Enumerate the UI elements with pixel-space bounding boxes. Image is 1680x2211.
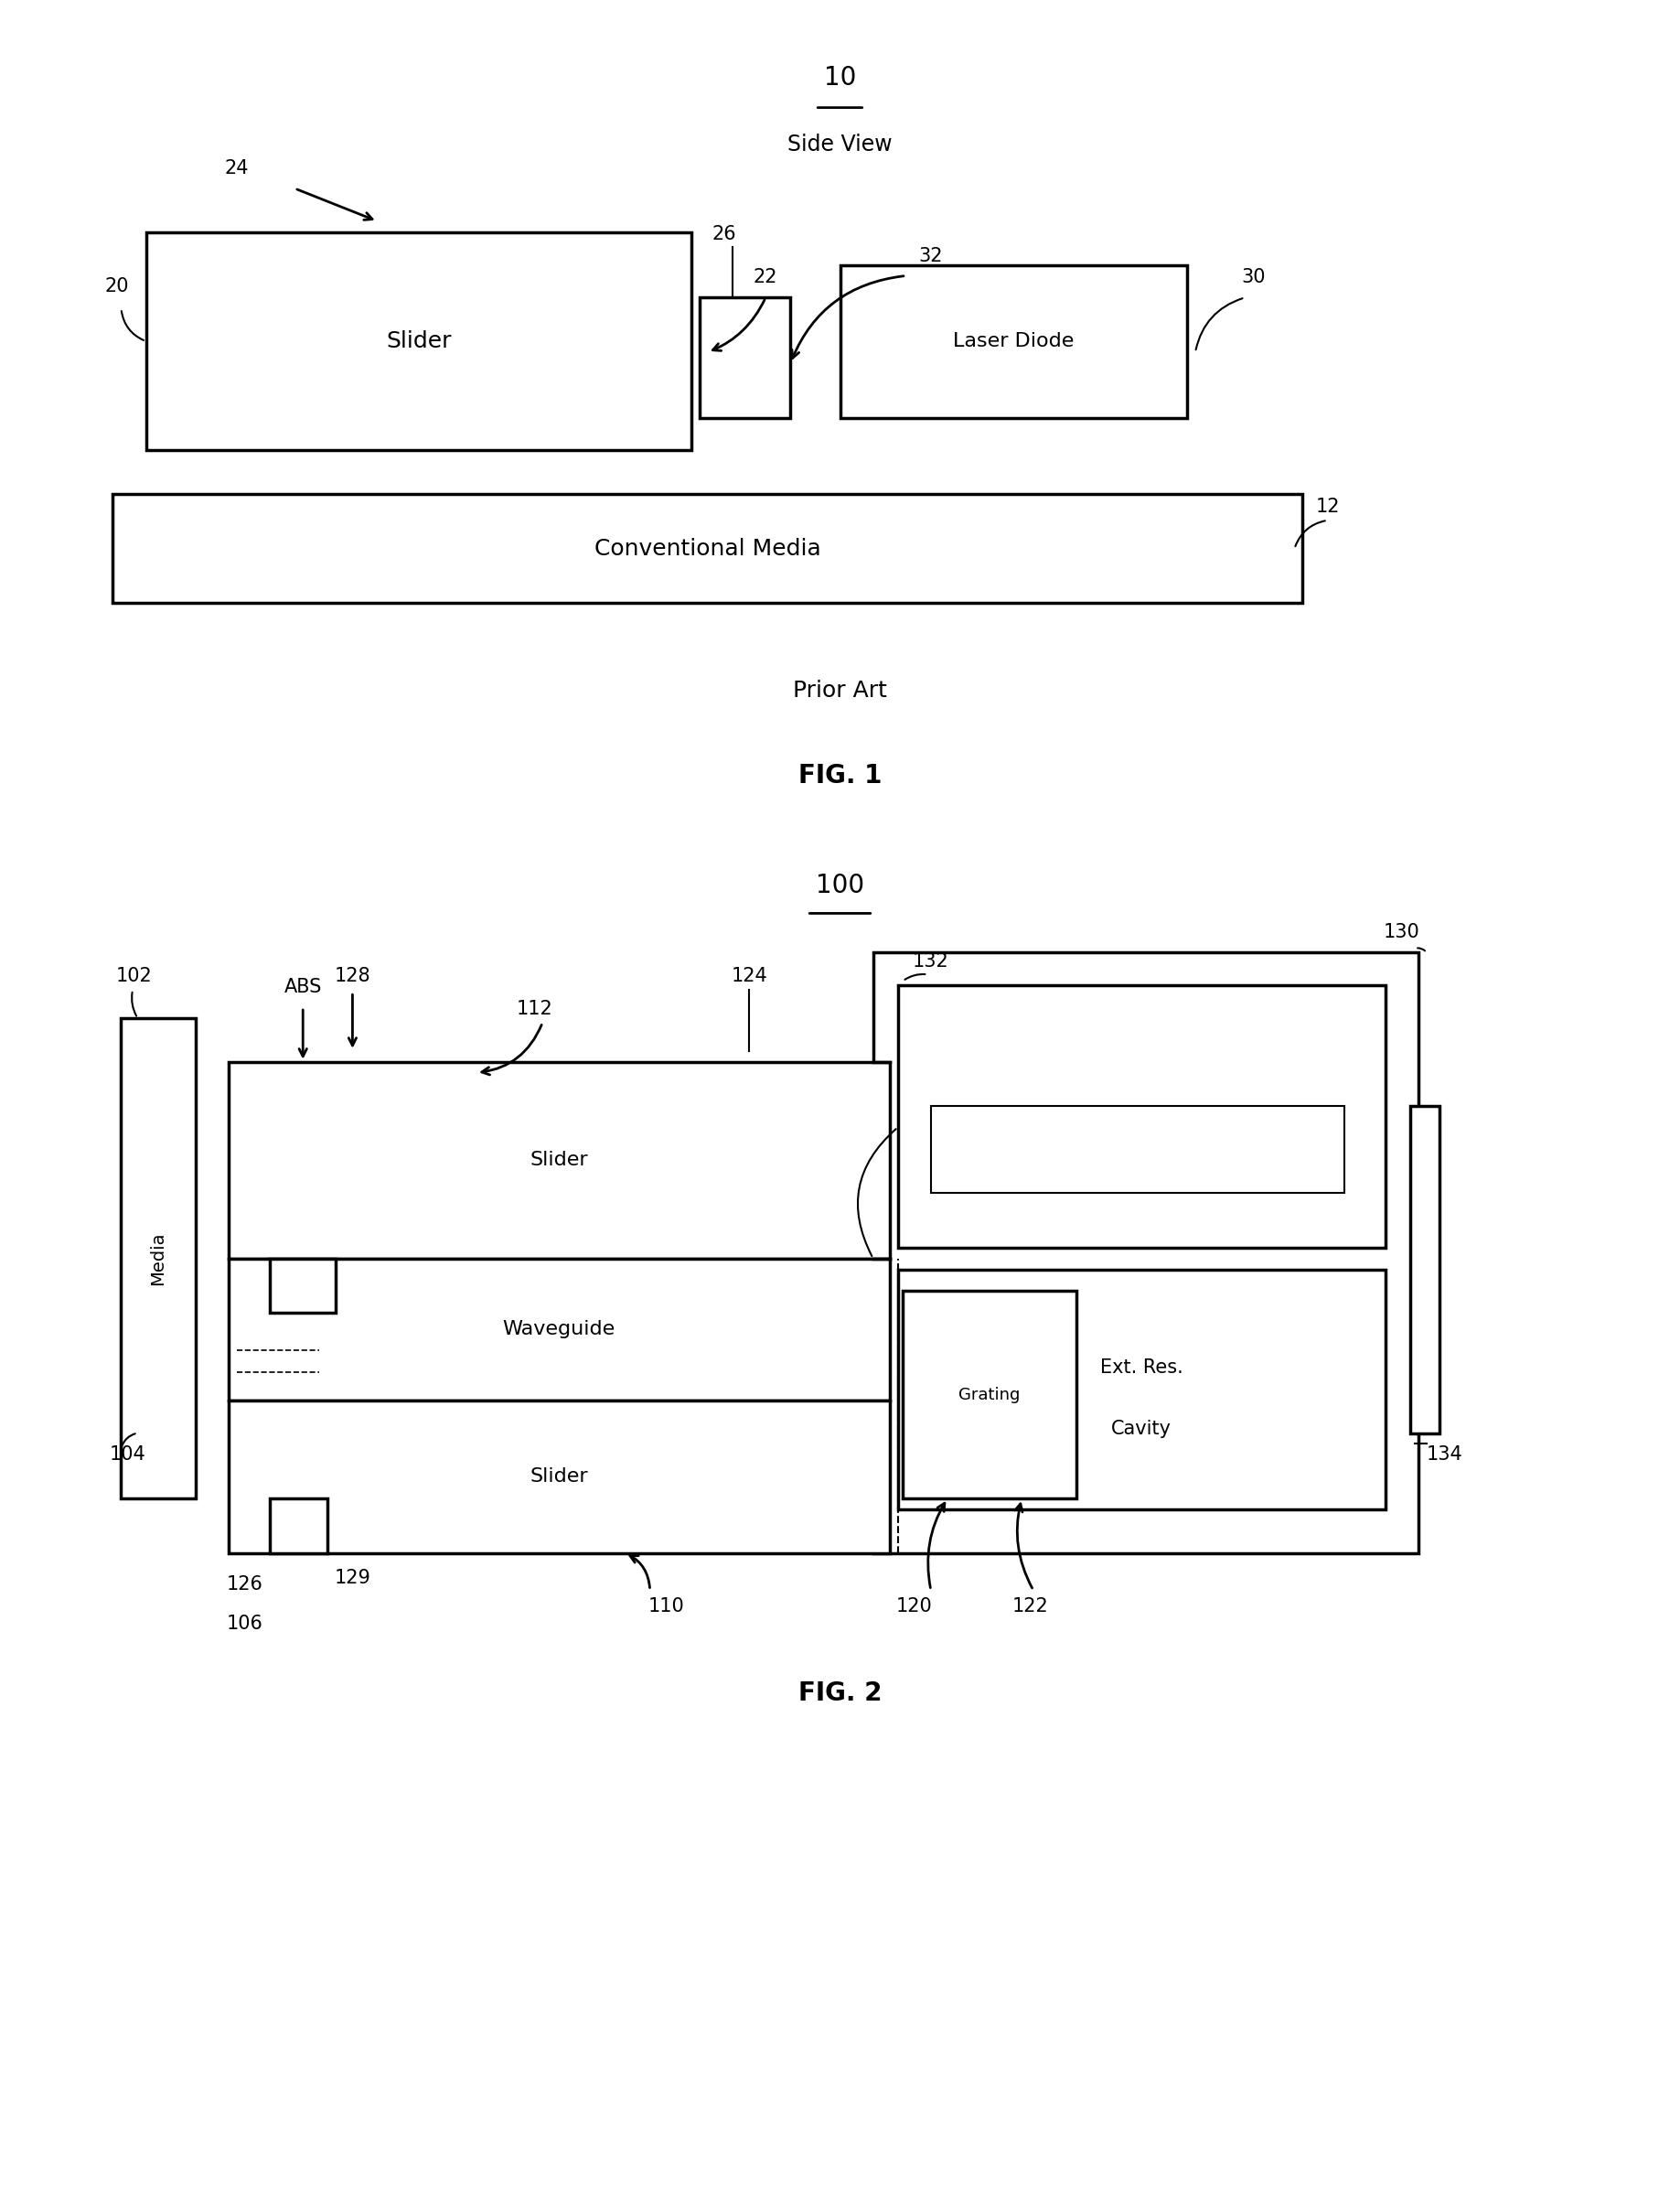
Text: 129: 129 — [334, 1568, 371, 1587]
Text: 122: 122 — [1011, 1596, 1048, 1614]
Text: Cavity: Cavity — [1112, 1419, 1171, 1437]
Text: Slider: Slider — [529, 1468, 588, 1486]
Bar — [113, 493, 1302, 604]
Text: 26: 26 — [712, 226, 736, 243]
Text: 104: 104 — [109, 1446, 146, 1464]
Text: 106: 106 — [227, 1614, 264, 1632]
Text: 10: 10 — [823, 64, 857, 91]
Bar — [897, 1269, 1386, 1510]
Text: VCSEL: VCSEL — [1107, 1106, 1176, 1128]
Bar — [874, 953, 1418, 1552]
Bar — [897, 986, 1386, 1247]
Text: Grating: Grating — [959, 1386, 1020, 1404]
Text: 100: 100 — [816, 873, 864, 898]
Text: 102: 102 — [116, 966, 153, 986]
Text: 128: 128 — [334, 966, 371, 986]
Bar — [270, 1499, 328, 1552]
Bar — [840, 265, 1188, 418]
Bar — [121, 1017, 195, 1499]
Text: 134: 134 — [1426, 1446, 1463, 1464]
Text: 126: 126 — [227, 1574, 264, 1594]
Text: 132: 132 — [912, 951, 949, 971]
Text: 12: 12 — [1315, 497, 1339, 515]
Text: Waveguide: Waveguide — [502, 1320, 615, 1338]
Bar — [228, 1061, 890, 1258]
Text: 110: 110 — [648, 1596, 685, 1614]
Text: 30: 30 — [1242, 268, 1265, 287]
Text: 24: 24 — [225, 159, 249, 177]
Bar — [1410, 1106, 1440, 1433]
Text: 130: 130 — [1384, 924, 1420, 942]
Text: FIG. 1: FIG. 1 — [798, 763, 882, 789]
Text: 32: 32 — [919, 248, 942, 265]
Text: Side View: Side View — [788, 133, 892, 155]
Bar — [228, 1258, 890, 1400]
Text: Ext. Res.: Ext. Res. — [1100, 1358, 1183, 1377]
Text: Slider: Slider — [529, 1152, 588, 1170]
Bar — [699, 298, 790, 418]
Bar — [146, 232, 690, 451]
Text: 112: 112 — [516, 999, 553, 1017]
Text: FIG. 2: FIG. 2 — [798, 1680, 882, 1707]
Bar — [228, 1400, 890, 1552]
Text: Media: Media — [150, 1232, 166, 1285]
Text: 22: 22 — [754, 268, 778, 287]
Text: Conventional Media: Conventional Media — [595, 537, 822, 559]
Text: 124: 124 — [731, 966, 768, 986]
Bar — [931, 1106, 1344, 1194]
Text: Slider: Slider — [386, 329, 452, 352]
Text: 120: 120 — [895, 1596, 932, 1614]
Bar — [902, 1291, 1077, 1499]
Text: ABS: ABS — [284, 977, 323, 997]
Text: 20: 20 — [104, 279, 129, 296]
Text: Laser Diode: Laser Diode — [953, 332, 1074, 349]
Text: Prior Art: Prior Art — [793, 679, 887, 701]
Bar — [270, 1258, 336, 1313]
